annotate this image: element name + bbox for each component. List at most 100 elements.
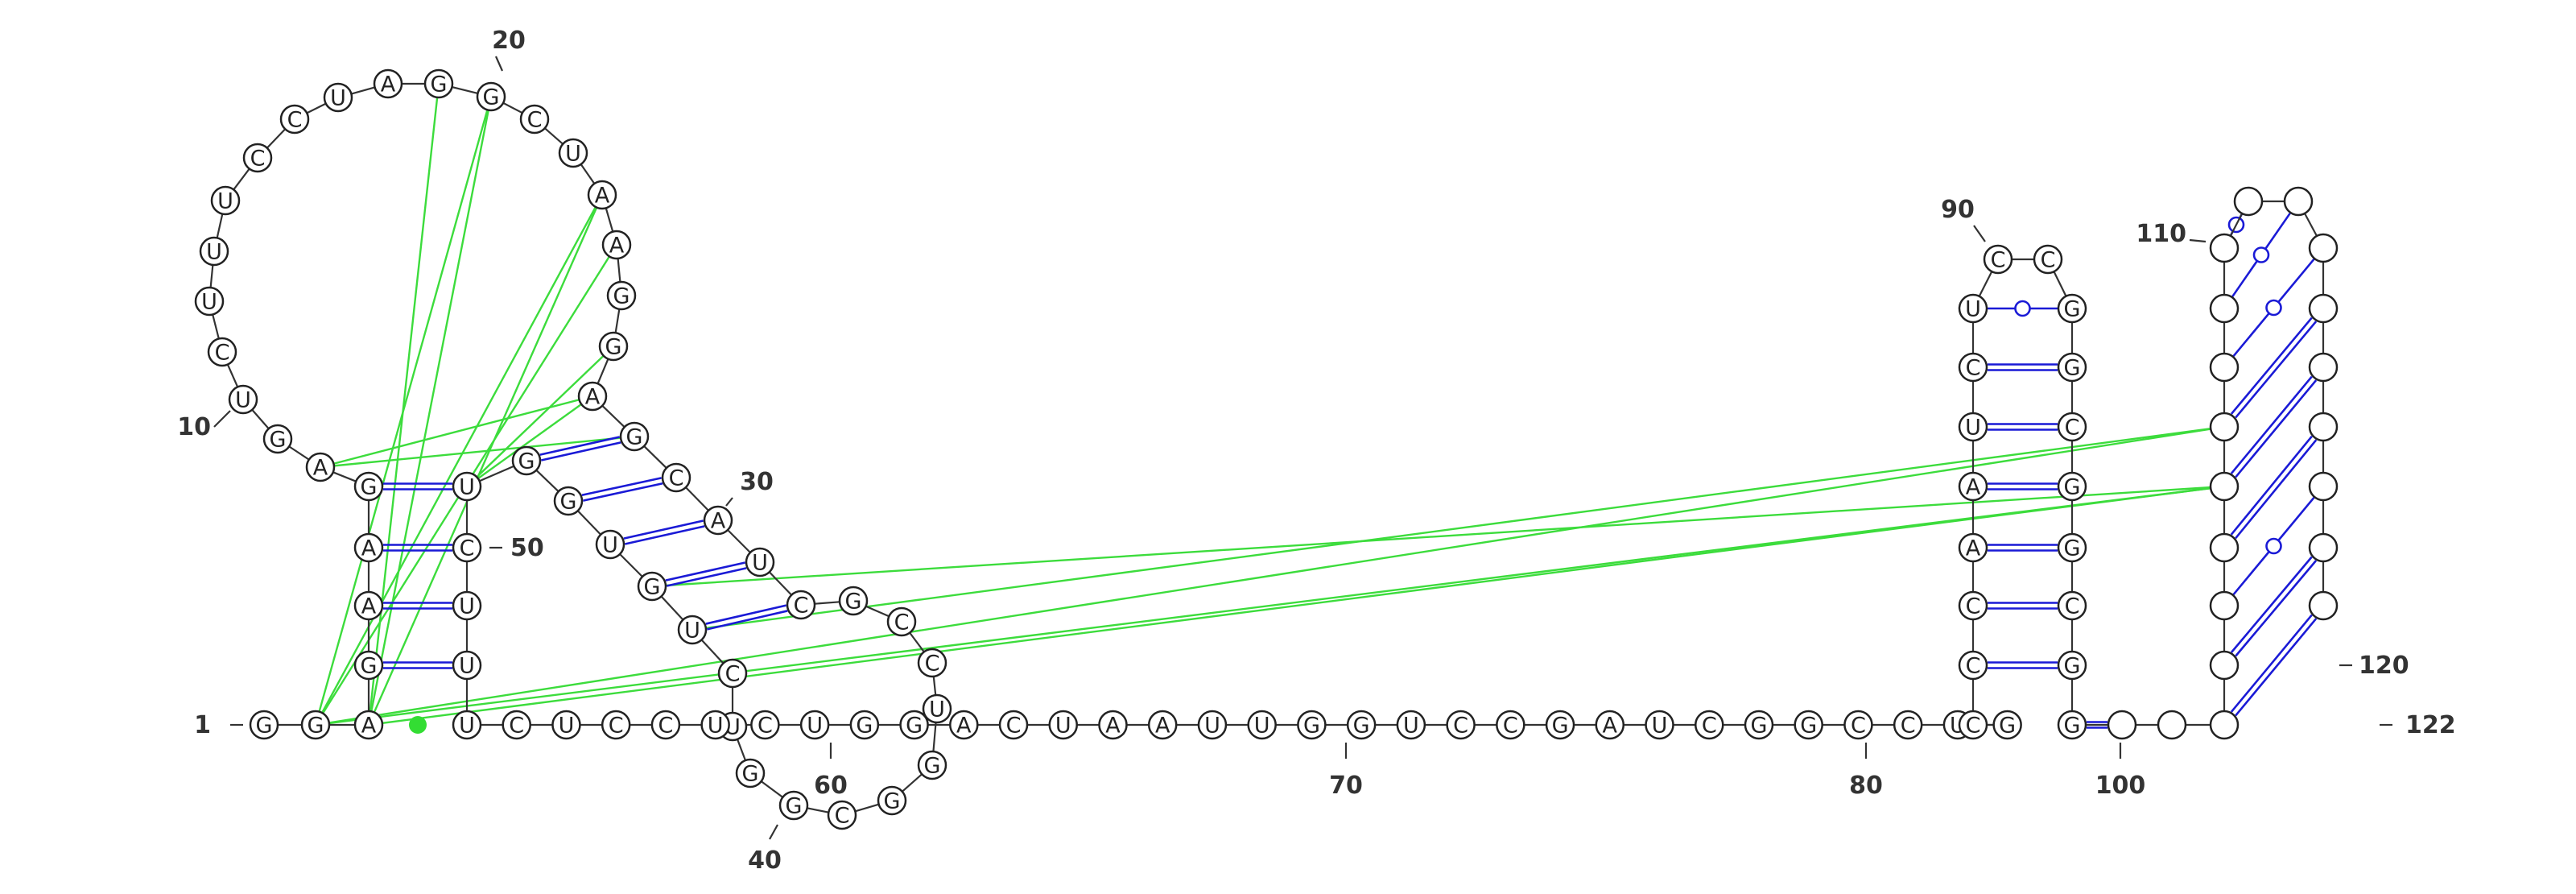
base-pair-line	[539, 436, 620, 456]
nucleotide-9: G	[262, 424, 293, 454]
nucleotide-letter: U	[459, 654, 475, 679]
nucleotide-29: C	[661, 462, 691, 493]
nucleotide-letter: C	[894, 610, 910, 635]
nucleotide-108	[2209, 532, 2240, 563]
nucleotide-letter: C	[758, 714, 773, 739]
position-tick	[2189, 238, 2207, 243]
nucleotide-106	[2209, 650, 2240, 681]
backbone-segment	[212, 314, 220, 339]
nucleotide-58: U	[700, 710, 730, 740]
base-pair-line	[2235, 560, 2318, 657]
nucleotide-97: C	[2057, 412, 2087, 442]
nucleotide-4: G	[353, 650, 384, 681]
nucleotide-113	[2209, 233, 2240, 263]
backbone-segment	[535, 469, 559, 493]
position-label-70: 70	[1329, 772, 1363, 800]
nucleotide-61: G	[849, 710, 880, 740]
nucleotide-60: U	[799, 710, 830, 740]
backbone-segment	[814, 601, 840, 605]
nucleotide-letter: G	[256, 714, 273, 739]
nucleotide-99: G	[2057, 532, 2087, 563]
nucleotide-letter: G	[483, 85, 500, 110]
nucleotide-letter: U	[330, 86, 346, 111]
position-label-40: 40	[748, 846, 782, 875]
nucleotide-71: G	[1346, 710, 1377, 740]
nucleotide-48: G	[511, 445, 542, 476]
backbone-segment	[737, 739, 746, 761]
position-label-80: 80	[1849, 772, 1883, 800]
nucleotide-65: U	[1048, 710, 1079, 740]
nucleotide-letter: C	[1966, 714, 1981, 739]
nucleotide-85: C	[1958, 710, 1988, 740]
nucleotide-letter: C	[1966, 356, 1981, 381]
nucleotide-118	[2308, 352, 2339, 383]
backbone-segment	[761, 780, 783, 798]
nucleotide-93: C	[1983, 244, 2013, 275]
nucleotide-letter: U	[201, 290, 217, 315]
base-pair-line	[541, 441, 621, 461]
nucleotide-6: A	[353, 532, 384, 563]
nucleotide-16: C	[279, 104, 310, 135]
nucleotide-27: A	[577, 381, 608, 412]
nucleotide-26: G	[598, 331, 629, 362]
nucleotide-letter: G	[2064, 356, 2081, 381]
nucleotide-2: G	[300, 710, 331, 740]
pseudoknot-line	[314, 194, 604, 726]
nucleotide-letter: U	[602, 533, 618, 558]
nucleotide-letter: U	[1652, 714, 1668, 739]
nucleotide-13: U	[199, 236, 229, 267]
backbone-segment	[332, 471, 357, 482]
nucleotide-90: U	[1958, 412, 1988, 442]
nucleotide-77: U	[1645, 710, 1674, 740]
nucleotide-68: U	[1197, 710, 1228, 740]
backbone-segment	[909, 631, 925, 653]
base-pair-line	[2235, 618, 2318, 717]
nucleotide-114	[2233, 186, 2264, 217]
position-label-20: 20	[492, 27, 526, 55]
nucleotide-letter: C	[460, 536, 475, 561]
base-pair-line	[581, 477, 662, 497]
nucleotide-3: A	[353, 710, 384, 740]
nucleotide-116	[2308, 233, 2339, 263]
position-tick	[494, 56, 504, 72]
nucleotide-letter: U	[752, 551, 768, 576]
pseudoknot-line	[367, 83, 440, 726]
backbone-segment	[660, 595, 684, 621]
backbone-segment	[544, 127, 564, 145]
position-tick	[213, 410, 231, 428]
nucleotide-95: G	[2057, 293, 2087, 324]
nucleotide-letter: G	[361, 475, 378, 500]
nucleotide-10: U	[228, 384, 258, 415]
nucleotide-letter: G	[431, 72, 448, 97]
base-pair-line	[2235, 379, 2318, 478]
nucleotide-40: G	[778, 790, 809, 821]
pseudoknot-line	[320, 435, 635, 469]
nucleotide-letter: G	[906, 714, 923, 739]
backbone	[209, 82, 2325, 813]
nucleotide-112	[2209, 293, 2240, 324]
nucleotide-letter: U	[1965, 416, 1981, 441]
base-pair-line	[707, 610, 788, 631]
backbone-segment	[2053, 271, 2067, 297]
nucleotide-5: A	[353, 590, 384, 621]
base-pair-line	[705, 604, 786, 625]
backbone-segment	[1978, 271, 1993, 297]
position-tick	[725, 497, 733, 507]
backbone-segment	[233, 168, 250, 191]
nucleotide-24: A	[601, 230, 632, 260]
pseudoknot-line	[315, 425, 2225, 726]
nucleotide-letter: C	[669, 466, 684, 491]
nucleotide-111	[2209, 352, 2240, 383]
nucleotide-28: G	[619, 421, 650, 452]
nucleotide-letter: C	[609, 714, 624, 739]
nucleotide-letter: G	[2064, 297, 2081, 322]
nucleotide-22: U	[558, 138, 588, 168]
nucleotide-letter: C	[215, 341, 230, 366]
nucleotide-letter: C	[2041, 248, 2056, 273]
nucleotide-letter: G	[1800, 714, 1817, 739]
nucleotide-letter: C	[1991, 248, 2006, 273]
nucleotide-letter: U	[459, 594, 475, 619]
nucleotide-122	[2308, 590, 2339, 621]
backbone-segment	[351, 86, 375, 95]
nucleotide-55: U	[551, 710, 581, 740]
